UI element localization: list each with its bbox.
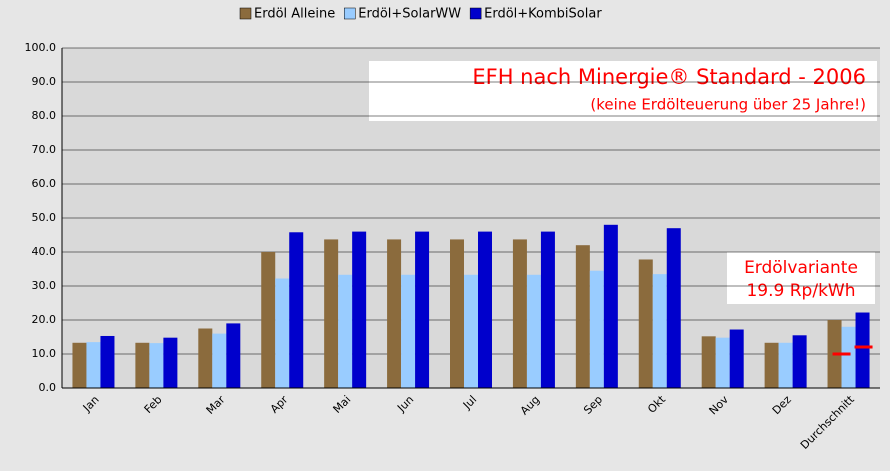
y-tick-label: 20.0 (32, 313, 57, 326)
bar (652, 274, 667, 388)
legend-swatch (239, 7, 252, 20)
legend-label: Erdöl+KombiSolar (484, 7, 602, 22)
bar (135, 342, 150, 388)
bar (666, 228, 681, 388)
bar (261, 252, 276, 388)
y-tick-label: 80.0 (32, 109, 57, 122)
bar (841, 326, 856, 388)
bar (324, 239, 339, 388)
bar (352, 231, 367, 388)
bar (198, 328, 213, 388)
y-tick-label: 0.0 (39, 381, 57, 394)
bar (764, 342, 779, 388)
y-tick-label: 50.0 (32, 211, 57, 224)
bar (149, 343, 164, 388)
bar (401, 274, 416, 388)
legend-label: Erdöl+SolarWW (358, 7, 461, 22)
chart-subtitle: (keine Erdölteuerung über 25 Jahre!) (590, 96, 866, 114)
bar (701, 336, 716, 388)
bar (464, 274, 478, 388)
bar (415, 231, 430, 388)
bar (163, 337, 178, 388)
y-tick-label: 100.0 (25, 41, 57, 54)
y-tick-label: 10.0 (32, 347, 57, 360)
annotation-box (727, 252, 875, 304)
bar (275, 278, 290, 388)
title-box (369, 61, 877, 121)
y-tick-label: 90.0 (32, 75, 57, 88)
bar (100, 335, 115, 388)
y-tick-label: 60.0 (32, 177, 57, 190)
bar (478, 231, 492, 388)
bar (855, 312, 870, 388)
bar (226, 323, 241, 388)
bar (729, 329, 744, 388)
legend-swatch (344, 7, 356, 20)
annotation: 19.9 Rp/kWh (746, 281, 855, 301)
bar (526, 274, 541, 388)
bar (289, 232, 304, 388)
bar (603, 224, 618, 388)
bar (72, 342, 87, 388)
y-tick-label: 70.0 (32, 143, 57, 156)
bar (715, 337, 730, 388)
bar (212, 333, 227, 388)
legend-label: Erdöl Alleine (254, 7, 335, 22)
chart-title: EFH nach Minergie® Standard - 2006 (472, 65, 866, 89)
bar (575, 245, 590, 388)
bar (512, 239, 527, 388)
bar (338, 274, 353, 388)
bar (778, 342, 793, 388)
bar (387, 239, 402, 388)
annotation: Erdölvariante (744, 258, 858, 278)
legend-swatch (469, 7, 482, 20)
y-tick-label: 30.0 (32, 279, 57, 292)
bar (450, 239, 464, 388)
bar (86, 342, 101, 388)
y-tick-label: 40.0 (32, 245, 57, 258)
bar (792, 335, 807, 388)
bar (540, 231, 555, 388)
bar (589, 270, 604, 388)
bar (638, 259, 653, 388)
